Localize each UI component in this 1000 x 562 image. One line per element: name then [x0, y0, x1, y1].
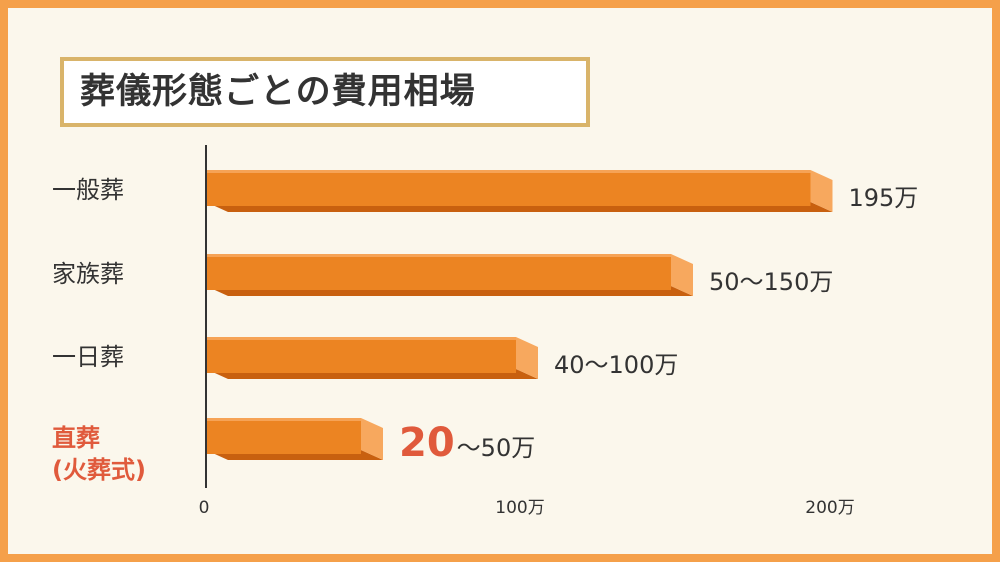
value-label-main: 20 [399, 420, 455, 466]
bar-face [206, 254, 671, 290]
bar-3 [206, 337, 538, 379]
bar-top [206, 337, 516, 340]
category-sublabel: (火葬式) [52, 456, 146, 484]
bar-1 [206, 170, 833, 212]
x-tick-label: 0 [199, 498, 210, 518]
value-label-rest: 〜50万 [457, 434, 536, 462]
category-label: 一日葬 [52, 343, 124, 371]
bar-end [671, 254, 693, 296]
bar-face [206, 170, 811, 206]
bar-face [206, 418, 361, 454]
bar-end [361, 418, 383, 460]
bar-face [206, 337, 516, 373]
value-label: 20〜50万 [399, 420, 535, 466]
value-label: 50〜150万 [709, 268, 833, 296]
bar-top [206, 418, 361, 421]
category-label: 一般葬 [52, 176, 124, 204]
bar-top [206, 254, 671, 257]
title-box: 葬儀形態ごとの費用相場 [60, 57, 590, 127]
category-label: 家族葬 [52, 260, 124, 288]
value-label: 40〜100万 [554, 351, 678, 379]
bar-2 [206, 254, 693, 296]
bar-end [810, 170, 833, 212]
chart-title: 葬儀形態ごとの費用相場 [80, 72, 476, 112]
bar-4 [206, 418, 383, 460]
x-tick-label: 200万 [805, 498, 854, 518]
bar-top [206, 170, 811, 173]
bar-end [516, 337, 538, 379]
value-label: 195万 [849, 184, 919, 212]
category-label: 直葬 [52, 424, 100, 452]
x-tick-label: 100万 [495, 498, 544, 518]
